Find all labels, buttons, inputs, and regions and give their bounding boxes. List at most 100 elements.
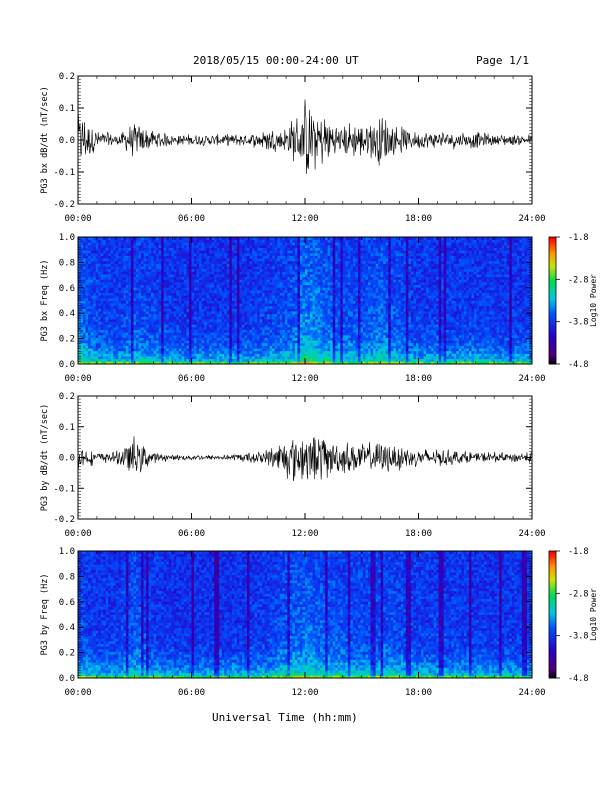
spectrogram-cell [237,340,240,343]
x-tick-label-0-4: 24:00 [518,214,545,224]
spectrogram-cell [267,266,270,269]
spectrogram-cell [305,327,308,330]
spectrogram-cell [86,301,89,304]
spectrogram-cell [222,306,225,309]
spectrogram-cell [113,258,116,261]
spectrogram-cell [247,261,250,264]
spectrogram-cell [280,306,283,309]
spectrogram-cell [141,271,144,274]
spectrogram-cell [232,332,235,335]
spectrogram-cell [308,327,311,330]
spectrogram-cell [126,248,129,251]
spectrogram-cell [161,303,164,306]
spectrogram-cell [204,359,207,362]
spectrogram-cell [166,335,169,338]
spectrogram-cell [290,293,293,296]
spectrogram-cell [151,258,154,261]
spectrogram-cell [106,295,109,298]
spectrogram-cell [323,287,326,290]
spectrogram-cell [320,245,323,248]
spectrogram-cell [174,311,177,314]
spectrogram-cell [320,256,323,259]
spectrogram-cell [106,353,109,356]
spectrogram-cell [93,335,96,338]
spectrogram-cell [186,301,189,304]
spectrogram-cell [98,282,101,285]
spectrogram-cell [161,242,164,245]
spectrogram-cell [106,261,109,264]
spectrogram-cell [318,348,321,351]
spectrogram-cell [136,256,139,259]
spectrogram-cell [285,261,288,264]
spectrogram-cell [139,258,142,261]
spectrogram-cell [272,348,275,351]
spectrogram-cell [260,335,263,338]
spectrogram-cell [260,298,263,301]
spectrogram-cell [217,314,220,317]
spectrogram-cell [219,314,222,317]
spectrogram-cell [189,340,192,343]
spectrogram-cell [237,306,240,309]
spectrogram-cell [300,324,303,327]
spectrogram-cell [300,340,303,343]
spectrogram-cell [151,256,154,259]
spectrogram-cell [232,261,235,264]
spectrogram-cell [101,319,104,322]
spectrogram-cell [169,256,172,259]
spectrogram-cell [237,245,240,248]
spectrogram-cell [219,285,222,288]
spectrogram-cell [192,258,195,261]
spectrogram-cell [292,351,295,354]
spectrogram-cell [166,298,169,301]
spectrogram-cell [214,285,217,288]
spectrogram-cell [227,298,230,301]
spectrogram-cell [116,258,119,261]
spectrogram-cell [255,250,258,253]
spectrogram-cell [222,282,225,285]
spectrogram-cell [86,327,89,330]
spectrogram-cell [101,240,104,243]
spectrogram-cell [262,279,265,282]
spectrogram-cell [323,332,326,335]
spectrogram-cell [108,340,111,343]
spectrogram-cell [93,240,96,243]
spectrogram-cell [260,271,263,274]
spectrogram-cell [292,322,295,325]
spectrogram-cell [171,245,174,248]
spectrogram-cell [149,332,152,335]
spectrogram-cell [88,303,91,306]
spectrogram-cell [292,306,295,309]
spectrogram-cell [262,271,265,274]
spectrogram-cell [239,343,242,346]
spectrogram-cell [285,248,288,251]
spectrogram-cell [204,282,207,285]
spectrogram-cell [244,348,247,351]
spectrogram-cell [174,266,177,269]
spectrogram-cell [239,335,242,338]
spectrogram-cell [186,306,189,309]
spectrogram-cell [93,258,96,261]
spectrogram-cell [171,335,174,338]
spectrogram-cell [270,256,273,259]
spectrogram-cell [93,327,96,330]
spectrogram-cell [219,282,222,285]
spectrogram-cell [219,253,222,256]
spectrogram-cell [121,293,124,296]
spectrogram-cell [199,298,202,301]
spectrogram-cell [217,290,220,293]
spectrogram-cell [146,340,149,343]
spectrogram-cell [136,242,139,245]
spectrogram-cell [313,335,316,338]
spectrogram-cell [166,330,169,333]
spectrogram-cell [224,285,227,288]
spectrogram-cell [81,343,84,346]
spectrogram-cell [315,316,318,319]
spectrogram-cell [267,242,270,245]
spectrogram-cell [186,340,189,343]
spectrogram-cell [265,327,268,330]
spectrogram-cell [174,245,177,248]
spectrogram-cell [239,293,242,296]
spectrogram-cell [156,263,159,266]
spectrogram-cell [179,285,182,288]
